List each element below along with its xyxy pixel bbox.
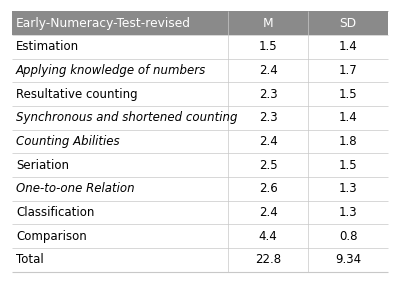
- Text: 22.8: 22.8: [255, 253, 281, 266]
- Text: 1.5: 1.5: [339, 159, 357, 172]
- Text: 1.5: 1.5: [259, 40, 278, 53]
- Text: 1.4: 1.4: [339, 40, 358, 53]
- Text: 1.4: 1.4: [339, 111, 358, 124]
- Text: Comparison: Comparison: [16, 230, 87, 243]
- Bar: [12, 201, 388, 224]
- Text: SD: SD: [340, 17, 357, 30]
- Text: M: M: [263, 17, 274, 30]
- Text: 4.4: 4.4: [259, 230, 278, 243]
- Text: 0.8: 0.8: [339, 230, 357, 243]
- Bar: [12, 224, 388, 248]
- Text: One-to-one Relation: One-to-one Relation: [16, 182, 135, 195]
- Text: 2.4: 2.4: [259, 64, 278, 77]
- Text: 2.3: 2.3: [259, 111, 278, 124]
- Text: 9.34: 9.34: [335, 253, 361, 266]
- Text: Resultative counting: Resultative counting: [16, 88, 138, 101]
- Text: Counting Abilities: Counting Abilities: [16, 135, 120, 148]
- Bar: [12, 130, 388, 153]
- Bar: [12, 59, 388, 82]
- Text: Synchronous and shortened counting: Synchronous and shortened counting: [16, 111, 238, 124]
- Text: Estimation: Estimation: [16, 40, 79, 53]
- Text: 2.4: 2.4: [259, 206, 278, 219]
- Text: Seriation: Seriation: [16, 159, 69, 172]
- Bar: [12, 82, 388, 106]
- Bar: [12, 35, 388, 59]
- Text: Classification: Classification: [16, 206, 94, 219]
- Text: 2.3: 2.3: [259, 88, 278, 101]
- Bar: [12, 11, 388, 35]
- Text: 2.6: 2.6: [259, 182, 278, 195]
- Text: 1.7: 1.7: [339, 64, 358, 77]
- Bar: [12, 106, 388, 130]
- Bar: [12, 177, 388, 201]
- Bar: [12, 153, 388, 177]
- Text: 1.5: 1.5: [339, 88, 357, 101]
- Text: Applying knowledge of numbers: Applying knowledge of numbers: [16, 64, 206, 77]
- Text: 1.3: 1.3: [339, 206, 357, 219]
- Text: 2.4: 2.4: [259, 135, 278, 148]
- Text: 1.8: 1.8: [339, 135, 357, 148]
- Text: 1.3: 1.3: [339, 182, 357, 195]
- Text: Early-Numeracy-Test-revised: Early-Numeracy-Test-revised: [16, 17, 191, 30]
- Text: Total: Total: [16, 253, 44, 266]
- Text: 2.5: 2.5: [259, 159, 278, 172]
- Bar: [12, 248, 388, 272]
